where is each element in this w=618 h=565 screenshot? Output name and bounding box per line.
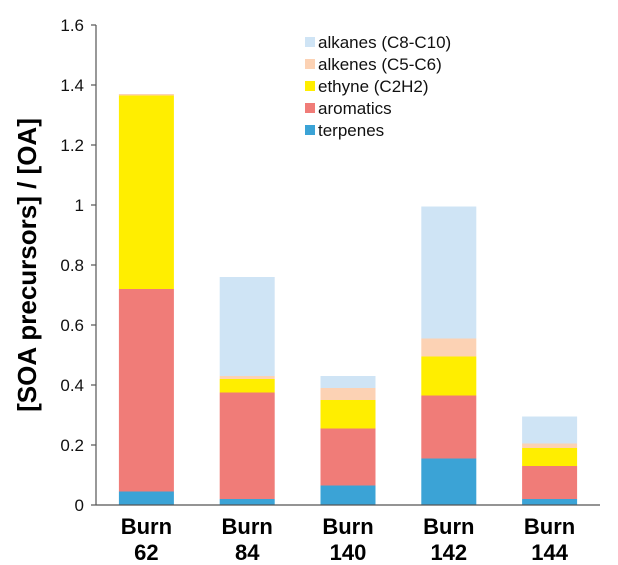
bar-segment-ethyne-84 — [219, 379, 275, 393]
bar-segment-terpenes-144 — [522, 499, 578, 505]
bar-segment-alkenes-62 — [118, 94, 174, 96]
y-tick-label: 0 — [75, 496, 84, 515]
bar-segment-alkanes-144 — [522, 416, 578, 444]
bar-segment-terpenes-142 — [421, 458, 477, 505]
bar-segment-alkanes-140 — [320, 376, 376, 388]
y-tick-label: 0.8 — [60, 256, 84, 275]
x-tick-label-line1: Burn — [121, 514, 172, 539]
y-tick-label: 1.2 — [60, 136, 84, 155]
y-axis-title: [SOA precursors] / [OA] — [12, 118, 42, 412]
legend-swatch — [305, 125, 315, 135]
axis-layer: Burn62Burn84Burn140Burn142Burn14400.20.4… — [60, 16, 600, 565]
bar-segment-aromatics-62 — [118, 289, 174, 492]
bar-segment-aromatics-84 — [219, 392, 275, 499]
y-tick-label: 1.4 — [60, 76, 84, 95]
y-tick-label: 0.2 — [60, 436, 84, 455]
legend: alkanes (C8-C10) alkenes (C5-C6) ethyne (C… — [305, 33, 451, 140]
x-tick-label-line2: 140 — [330, 540, 367, 565]
x-tick-label-line2: 144 — [531, 540, 568, 565]
bar-segment-alkanes-142 — [421, 206, 477, 339]
bars-layer — [118, 94, 578, 505]
x-tick-label-line1: Burn — [322, 514, 373, 539]
bar-segment-alkanes-84 — [219, 277, 275, 376]
bar-segment-ethyne-144 — [522, 448, 578, 466]
legend-label: aromatics — [318, 99, 392, 118]
x-tick-label-line1: Burn — [423, 514, 474, 539]
legend-label: terpenes — [318, 121, 384, 140]
x-tick-label-line2: 62 — [134, 540, 158, 565]
bar-segment-terpenes-62 — [118, 491, 174, 505]
x-tick-label-line2: 84 — [235, 540, 260, 565]
bar-segment-terpenes-84 — [219, 499, 275, 505]
legend-swatch — [305, 103, 315, 113]
y-tick-label: 0.6 — [60, 316, 84, 335]
legend-label: ethyne (C2H2) — [318, 77, 429, 96]
bar-segment-aromatics-144 — [522, 466, 578, 499]
y-tick-label: 0.4 — [60, 376, 84, 395]
x-tick-label-line2: 142 — [430, 540, 467, 565]
bar-segment-alkenes-144 — [522, 443, 578, 448]
x-tick-label-line1: Burn — [524, 514, 575, 539]
bar-segment-alkenes-142 — [421, 338, 477, 357]
legend-swatch — [305, 37, 315, 47]
bar-segment-alkenes-140 — [320, 388, 376, 400]
y-tick-label: 1.6 — [60, 16, 84, 35]
bar-segment-alkenes-84 — [219, 376, 275, 379]
legend-label: alkenes (C5-C6) — [318, 55, 442, 74]
bar-segment-ethyne-140 — [320, 400, 376, 429]
x-tick-label-line1: Burn — [222, 514, 273, 539]
y-tick-label: 1 — [75, 196, 84, 215]
legend-label: alkanes (C8-C10) — [318, 33, 451, 52]
legend-swatch — [305, 59, 315, 69]
bar-segment-terpenes-140 — [320, 485, 376, 505]
bar-segment-aromatics-140 — [320, 428, 376, 486]
bar-segment-ethyne-142 — [421, 356, 477, 396]
legend-swatch — [305, 81, 315, 91]
bar-segment-ethyne-62 — [118, 95, 174, 289]
bar-segment-aromatics-142 — [421, 395, 477, 459]
